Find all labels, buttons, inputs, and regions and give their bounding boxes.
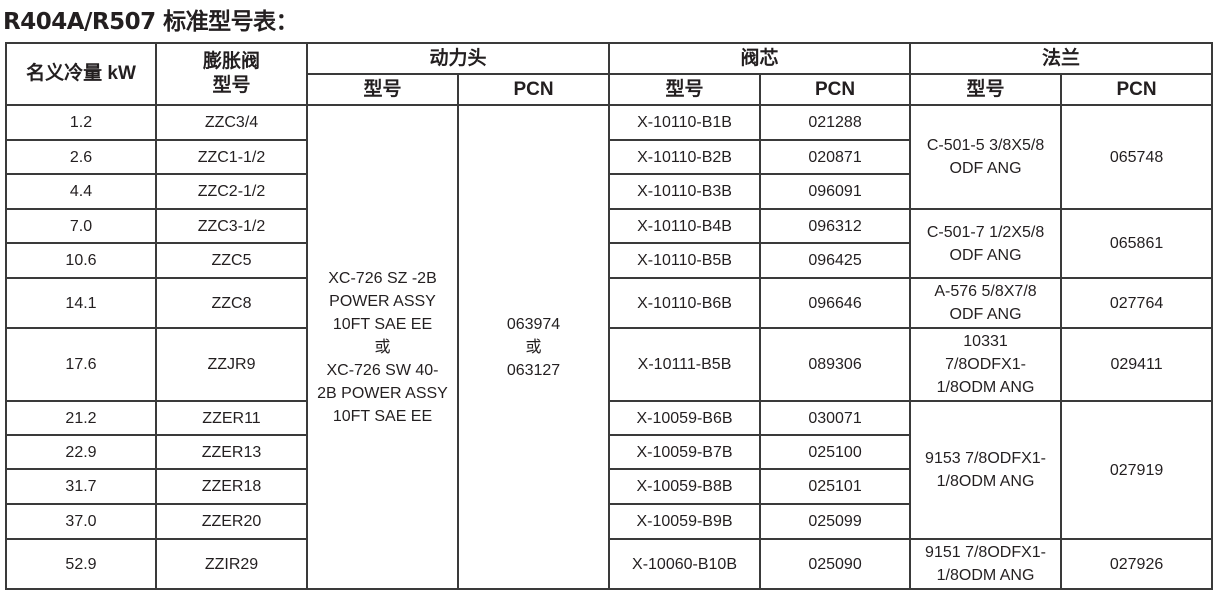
core-pcn-cell: 096312 [759, 208, 912, 244]
model-table: 名义冷量 kW 膨胀阀 型号 动力头 阀芯 法兰 型号 PCN 型号 PCN 型… [5, 42, 1214, 590]
header-capacity: 名义冷量 kW [5, 42, 157, 106]
flange-pcn-cell: 029411 [1060, 327, 1214, 402]
capacity-cell: 22.9 [5, 434, 157, 470]
core-pcn-cell: 025090 [759, 538, 912, 590]
header-flange-model: 型号 [909, 73, 1063, 106]
core-model-cell: X-10110-B3B [608, 173, 762, 210]
flange-model-cell: C-501-5 3/8X5/8 ODF ANG [909, 104, 1063, 210]
valve-model-cell: ZZER13 [155, 434, 308, 470]
valve-model-cell: ZZC3-1/2 [155, 208, 308, 244]
valve-model-cell: ZZC1-1/2 [155, 139, 308, 175]
capacity-cell: 52.9 [5, 538, 157, 590]
table-row: 4.4 ZZC2-1/2 X-10110-B3B 096091 [5, 173, 1212, 210]
core-model-cell: X-10110-B6B [608, 277, 762, 329]
core-model-cell: X-10059-B8B [608, 468, 762, 505]
header-valve-model: 膨胀阀 型号 [155, 42, 308, 106]
flange-model-cell: 9153 7/8ODFX1- 1/8ODM ANG [909, 400, 1063, 540]
header-core-pcn: PCN [759, 73, 912, 106]
capacity-cell: 1.2 [5, 104, 157, 141]
flange-model-cell: 9151 7/8ODFX1- 1/8ODM ANG [909, 538, 1063, 590]
header-power-head: 动力头 [305, 42, 611, 75]
capacity-cell: 10.6 [5, 242, 157, 279]
core-model-cell: X-10111-B5B [608, 327, 762, 402]
flange-model-cell: 10331 7/8ODFX1- 1/8ODM ANG [909, 327, 1063, 402]
core-model-cell: X-10059-B6B [608, 400, 762, 436]
valve-model-cell: ZZC8 [155, 277, 308, 329]
valve-model-cell: ZZIR29 [155, 538, 308, 590]
table-row: 52.9 ZZIR29 X-10060-B10B 025090 9151 7/8ODFX… [5, 538, 1214, 590]
power-head-pcn-cell: 063974 或 063127 [456, 104, 611, 590]
table-row: 1.2 ZZC3/4 XC-726 SZ -2B POWER ASSY 10FT S… [5, 104, 1214, 590]
table-row: 21.2 ZZER11 X-10059-B6B 030071 9153 7/8ODFX1… [5, 400, 1214, 540]
table-row: 22.9 ZZER13 X-10059-B7B 025100 [5, 434, 1212, 470]
valve-model-cell: ZZC2-1/2 [155, 173, 308, 210]
core-pcn-cell: 030071 [759, 400, 912, 436]
valve-model-cell: ZZJR9 [155, 327, 308, 402]
valve-model-cell: ZZER18 [155, 468, 308, 505]
valve-model-cell: ZZC5 [155, 242, 308, 279]
header-power-head-model: 型号 [306, 73, 459, 106]
table-row: 7.0 ZZC3-1/2 X-10110-B4B 096312 C-501-7 1/2X… [5, 208, 1214, 279]
capacity-cell: 37.0 [5, 503, 157, 540]
flange-pcn-cell: 027919 [1060, 400, 1214, 540]
core-pcn-cell: 021288 [759, 104, 912, 141]
capacity-cell: 7.0 [5, 208, 157, 244]
core-pcn-cell: 025100 [759, 434, 912, 470]
header-flange-pcn: PCN [1060, 73, 1214, 106]
core-pcn-cell: 025101 [759, 468, 912, 505]
core-pcn-cell: 096425 [759, 242, 912, 279]
core-model-cell: X-10110-B1B [608, 104, 762, 141]
core-model-cell: X-10059-B7B [608, 434, 762, 470]
header-power-head-pcn: PCN [456, 73, 611, 106]
flange-pcn-cell: 027926 [1060, 538, 1214, 590]
flange-pcn-cell: 065748 [1060, 104, 1214, 210]
core-pcn-cell: 025099 [759, 503, 912, 540]
capacity-cell: 31.7 [5, 468, 157, 505]
header-core-model: 型号 [608, 73, 762, 106]
table-row: 37.0 ZZER20 X-10059-B9B 025099 [5, 503, 1212, 540]
table-body: 1.2 ZZC3/4 XC-726 SZ -2B POWER ASSY 10FT S… [5, 104, 1214, 590]
header-valve-core: 阀芯 [608, 42, 912, 75]
core-model-cell: X-10110-B4B [608, 208, 762, 244]
header-flange: 法兰 [909, 42, 1214, 75]
flange-pcn-cell: 027764 [1060, 277, 1214, 329]
core-pcn-cell: 020871 [759, 139, 912, 175]
capacity-cell: 14.1 [5, 277, 157, 329]
capacity-cell: 4.4 [5, 173, 157, 210]
table-row: 31.7 ZZER18 X-10059-B8B 025101 [5, 468, 1212, 505]
core-model-cell: X-10059-B9B [608, 503, 762, 540]
core-pcn-cell: 089306 [759, 327, 912, 402]
capacity-cell: 2.6 [5, 139, 157, 175]
capacity-cell: 21.2 [5, 400, 157, 436]
flange-model-cell: A-576 5/8X7/8 ODF ANG [909, 277, 1063, 329]
table-row: 17.6 ZZJR9 X-10111-B5B 089306 10331 7/8ODFX1… [5, 327, 1214, 402]
page-title: R404A/R507 标准型号表： [3, 9, 299, 35]
valve-model-cell: ZZER20 [155, 503, 308, 540]
table-row: 10.6 ZZC5 X-10110-B5B 096425 [5, 242, 1212, 279]
flange-model-cell: C-501-7 1/2X5/8 ODF ANG [909, 208, 1063, 279]
core-pcn-cell: 096091 [759, 173, 912, 210]
core-pcn-cell: 096646 [759, 277, 912, 329]
core-model-cell: X-10110-B5B [608, 242, 762, 279]
flange-pcn-cell: 065861 [1060, 208, 1214, 279]
core-model-cell: X-10110-B2B [608, 139, 762, 175]
valve-model-cell: ZZC3/4 [155, 104, 308, 141]
power-head-model-cell: XC-726 SZ -2B POWER ASSY 10FT SAE EE 或 X… [306, 104, 459, 590]
core-model-cell: X-10060-B10B [608, 538, 762, 590]
valve-model-cell: ZZER11 [155, 400, 308, 436]
table-row: 2.6 ZZC1-1/2 X-10110-B2B 020871 [5, 139, 1212, 175]
table-row: 14.1 ZZC8 X-10110-B6B 096646 A-576 5/8X7/8 O… [5, 277, 1214, 329]
capacity-cell: 17.6 [5, 327, 157, 402]
